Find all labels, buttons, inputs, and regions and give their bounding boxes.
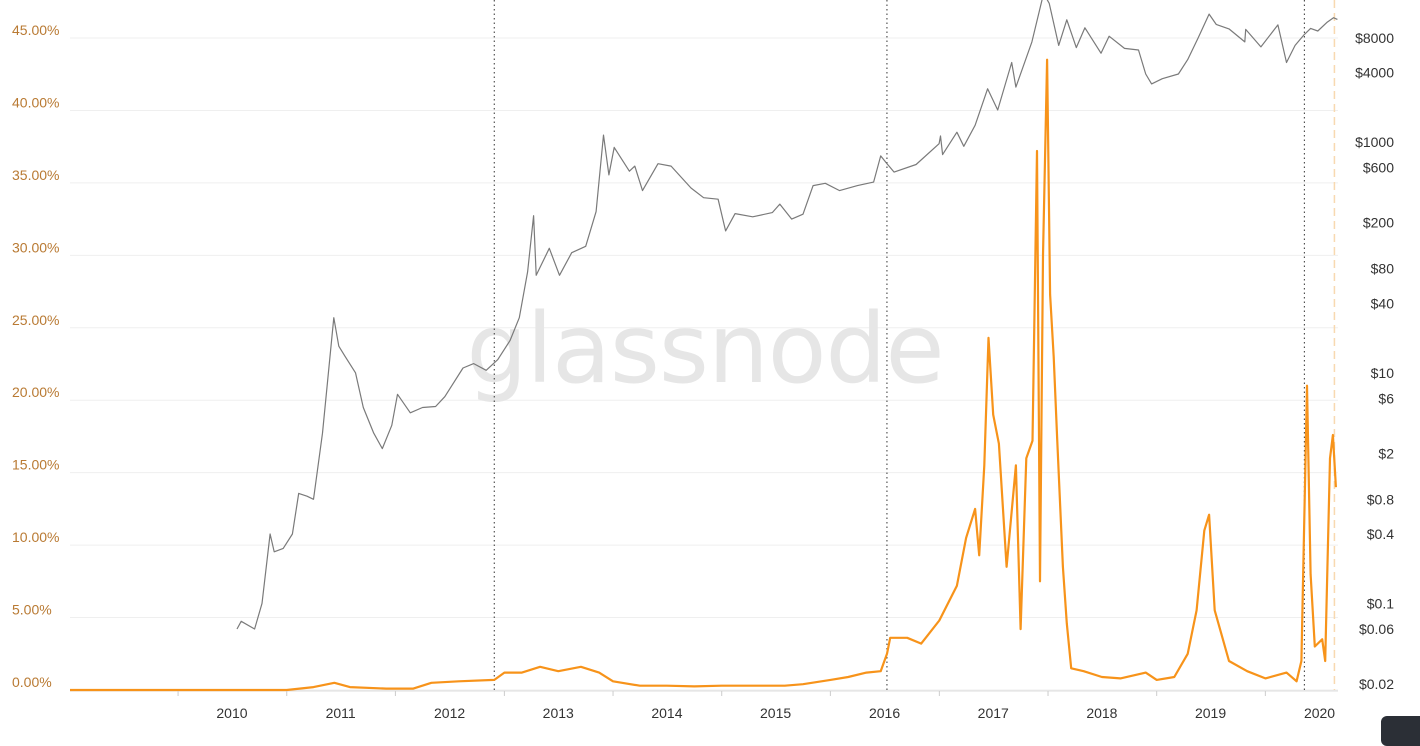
y-right-tick-label: $8000	[1355, 30, 1394, 46]
x-tick-label: 2011	[326, 705, 356, 721]
y-right-tick-label: $80	[1371, 261, 1395, 277]
y-right-tick-label: $600	[1363, 160, 1394, 176]
y-right-tick-label: $40	[1371, 295, 1395, 311]
x-tick-label: 2017	[978, 705, 1009, 721]
y-right-tick-label: $6	[1378, 390, 1394, 406]
y-right-tick-label: $0.02	[1359, 676, 1394, 692]
x-tick-label: 2012	[434, 705, 465, 721]
y-right-tick-label: $1000	[1355, 134, 1394, 150]
y-right-tick-label: $0.4	[1367, 526, 1394, 542]
glassnode-watermark: glassnode	[466, 293, 943, 405]
price-series-line	[236, 0, 1338, 630]
y-right-tick-label: $0.06	[1359, 621, 1394, 637]
metric-series-line	[70, 58, 1337, 692]
y-left-tick-label: 35.00%	[12, 167, 59, 183]
y-left-tick-label: 15.00%	[12, 457, 59, 473]
y-right-tick-label: $2	[1378, 445, 1394, 461]
x-tick-label: 2019	[1195, 705, 1226, 721]
y-right-tick-label: $200	[1363, 215, 1394, 231]
corner-widget[interactable]	[1381, 716, 1420, 746]
y-left-tick-label: 45.00%	[12, 22, 59, 38]
y-right-tick-label: $10	[1371, 365, 1395, 381]
x-tick-label: 2010	[216, 705, 247, 721]
y-left-tick-label: 0.00%	[12, 674, 52, 690]
y-right-tick-label: $4000	[1355, 65, 1394, 81]
y-left-tick-label: 20.00%	[12, 384, 59, 400]
x-axis: 2010 2011 2012 2013 2014 2015 2016 2017 2018 2019…	[177, 691, 1335, 721]
y-axis-left: 0.00% 5.00% 10.00% 15.00% 20.00% 25.00% 30.00%…	[12, 22, 59, 690]
y-right-tick-label: $0.1	[1367, 595, 1394, 611]
y-axis-right: $0.02 $0.06 $0.1 $0.4 $0.8 $2 $6 $10 $40 $80 $200 $…	[1355, 30, 1394, 692]
vertical-markers	[493, 0, 1336, 690]
y-left-tick-label: 25.00%	[12, 312, 59, 328]
x-tick-label: 2013	[543, 705, 574, 721]
x-tick-label: 2018	[1086, 705, 1117, 721]
y-left-tick-label: 30.00%	[12, 239, 59, 255]
x-tick-label: 2015	[760, 705, 791, 721]
series	[70, 0, 1338, 692]
y-left-tick-label: 40.00%	[12, 94, 59, 110]
y-left-tick-label: 10.00%	[12, 529, 59, 545]
x-tick-label: 2014	[651, 705, 682, 721]
x-tick-label: 2020	[1304, 705, 1335, 721]
y-right-tick-label: $0.8	[1367, 491, 1394, 507]
x-tick-label: 2016	[869, 705, 900, 721]
y-left-tick-label: 5.00%	[12, 602, 52, 618]
